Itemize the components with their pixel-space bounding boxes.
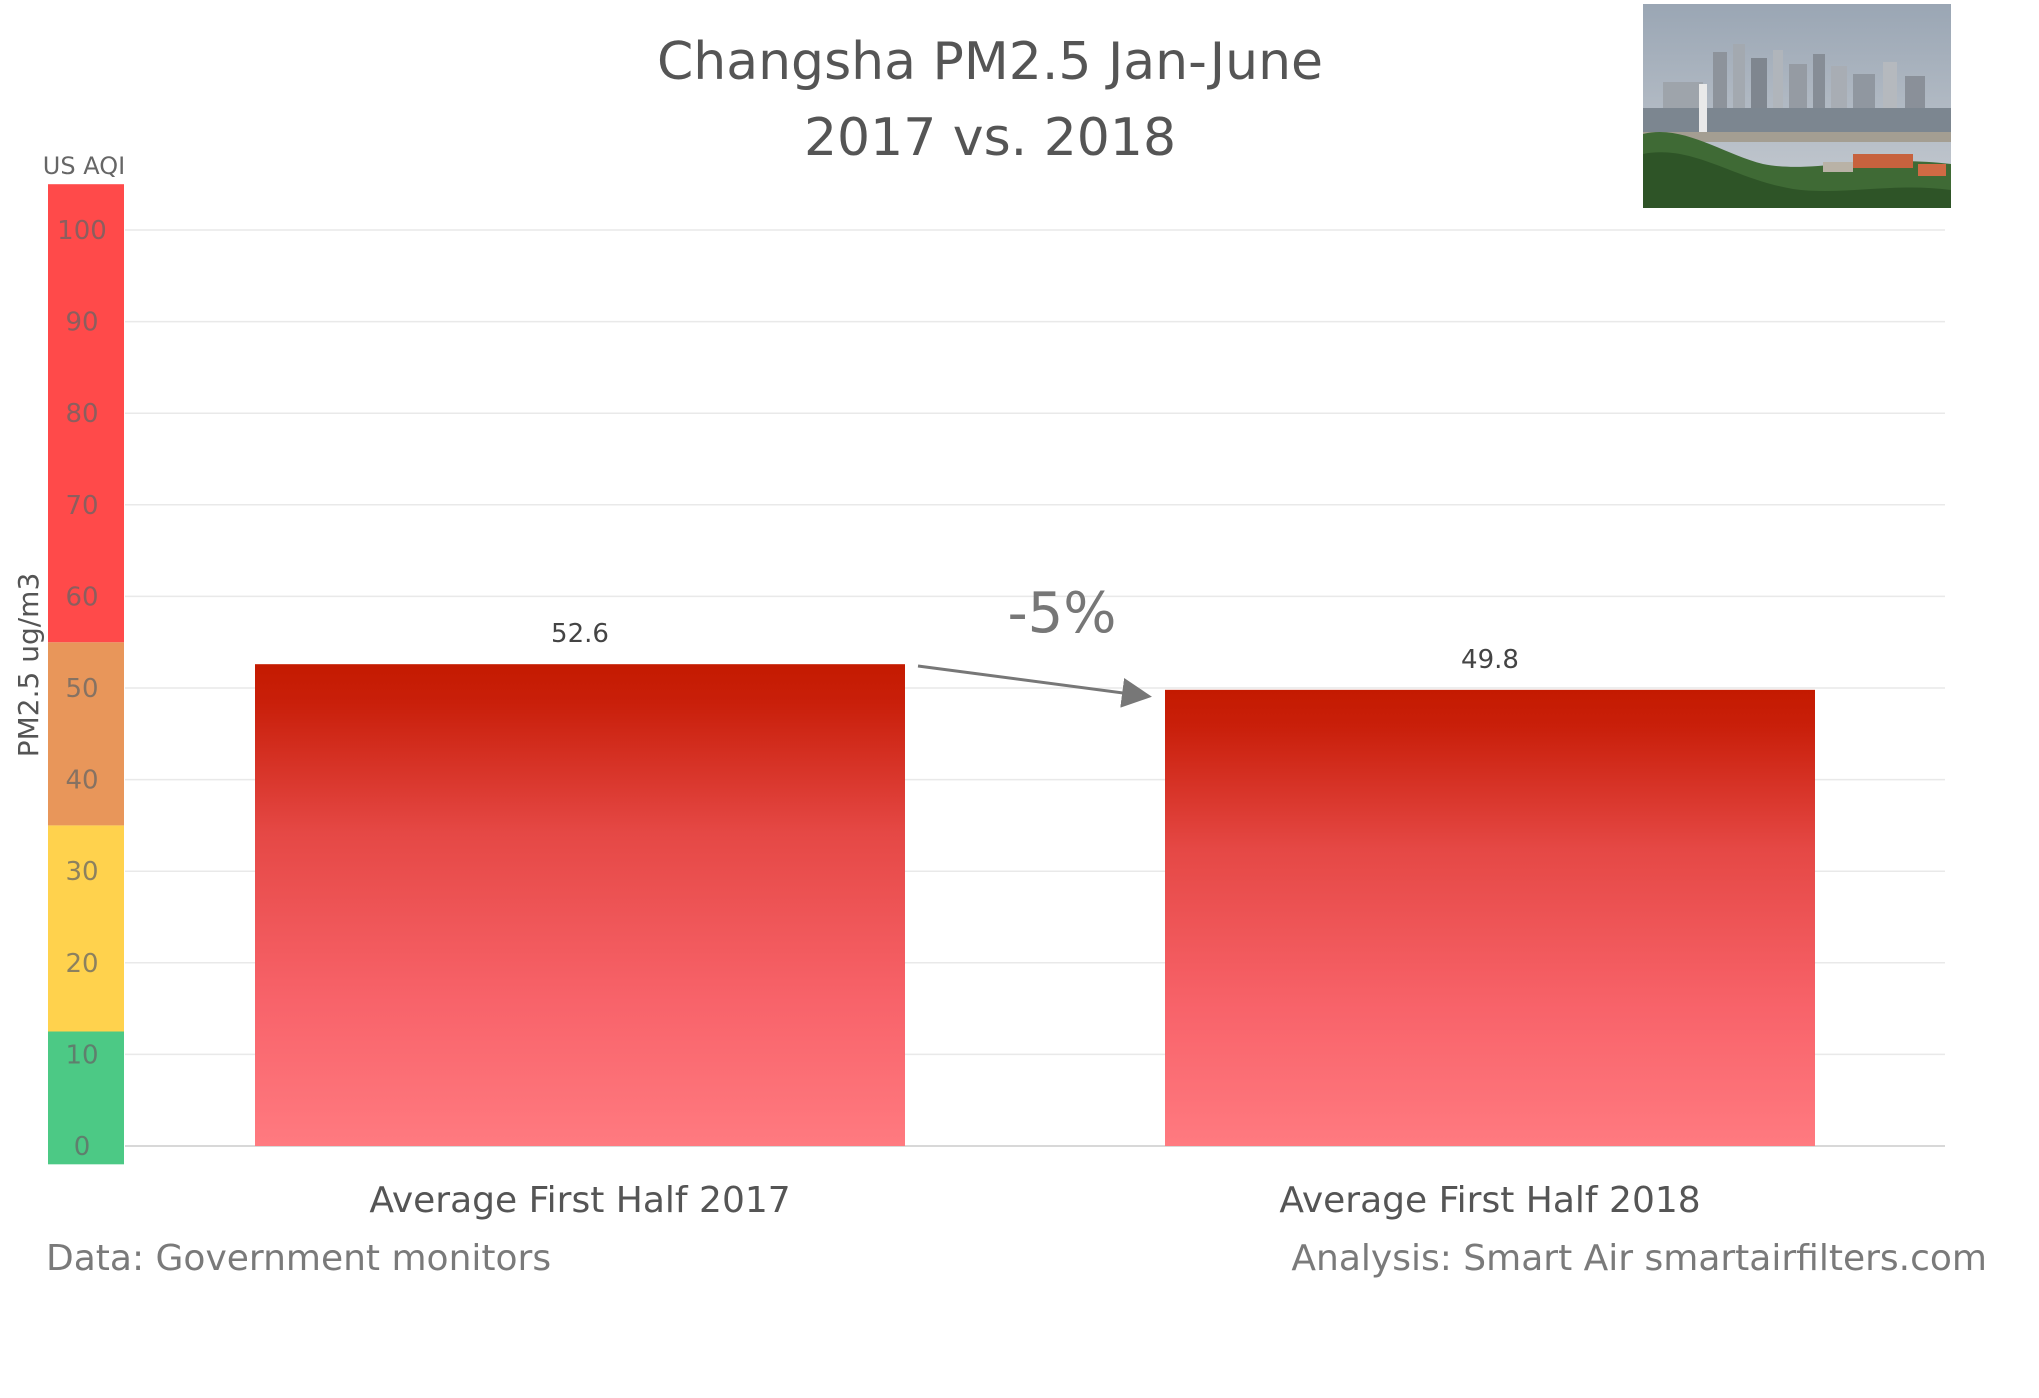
- aqi-color-scale: [48, 184, 124, 1165]
- aqi-band-orange: [48, 642, 124, 826]
- y-tick-label: 0: [74, 1132, 91, 1162]
- chart-title-line2: 2017 vs. 2018: [803, 108, 1177, 168]
- y-tick-label: 50: [65, 674, 98, 704]
- aqi-band-green: [48, 1031, 124, 1165]
- y-tick-label: 70: [65, 491, 98, 521]
- y-tick-label: 30: [65, 857, 98, 887]
- x-tick-label: Average First Half 2017: [369, 1180, 790, 1221]
- bars: 52.6 49.8: [255, 619, 1815, 1146]
- bar: [255, 664, 905, 1146]
- chart-title-line1: Changsha PM2.5 Jan-June: [656, 32, 1324, 92]
- change-label: -5%: [1007, 581, 1116, 646]
- city-skyline-photo: [1643, 4, 1951, 208]
- bar-data-label: 52.6: [551, 619, 609, 649]
- bar: [1165, 689, 1815, 1146]
- change-arrow: [917, 664, 1152, 708]
- y-tick-label: 40: [65, 766, 98, 796]
- y-tick-label: 90: [65, 308, 98, 338]
- aqi-label: US AQI: [43, 152, 125, 180]
- x-tick-label: Average First Half 2018: [1279, 1180, 1700, 1221]
- bar-data-label: 49.8: [1461, 645, 1519, 675]
- footer-source: Data: Government monitors: [46, 1238, 552, 1279]
- footer-credit: Analysis: Smart Air smartairfilters.com: [1291, 1238, 1987, 1279]
- y-tick-label: 80: [65, 399, 98, 429]
- aqi-band-yellow: [48, 825, 124, 1032]
- y-axis-ticks: 0 10 20 30 40 50 60 70 80 90 100: [57, 216, 107, 1162]
- y-axis-label: PM2.5 ug/m3: [12, 573, 45, 758]
- x-axis-labels: Average First Half 2017 Average First Hal…: [369, 1180, 1700, 1221]
- y-tick-label: 10: [65, 1040, 98, 1070]
- y-tick-label: 20: [65, 949, 98, 979]
- y-tick-label: 60: [65, 582, 98, 612]
- aqi-band-red: [48, 184, 124, 643]
- y-tick-label: 100: [57, 216, 107, 246]
